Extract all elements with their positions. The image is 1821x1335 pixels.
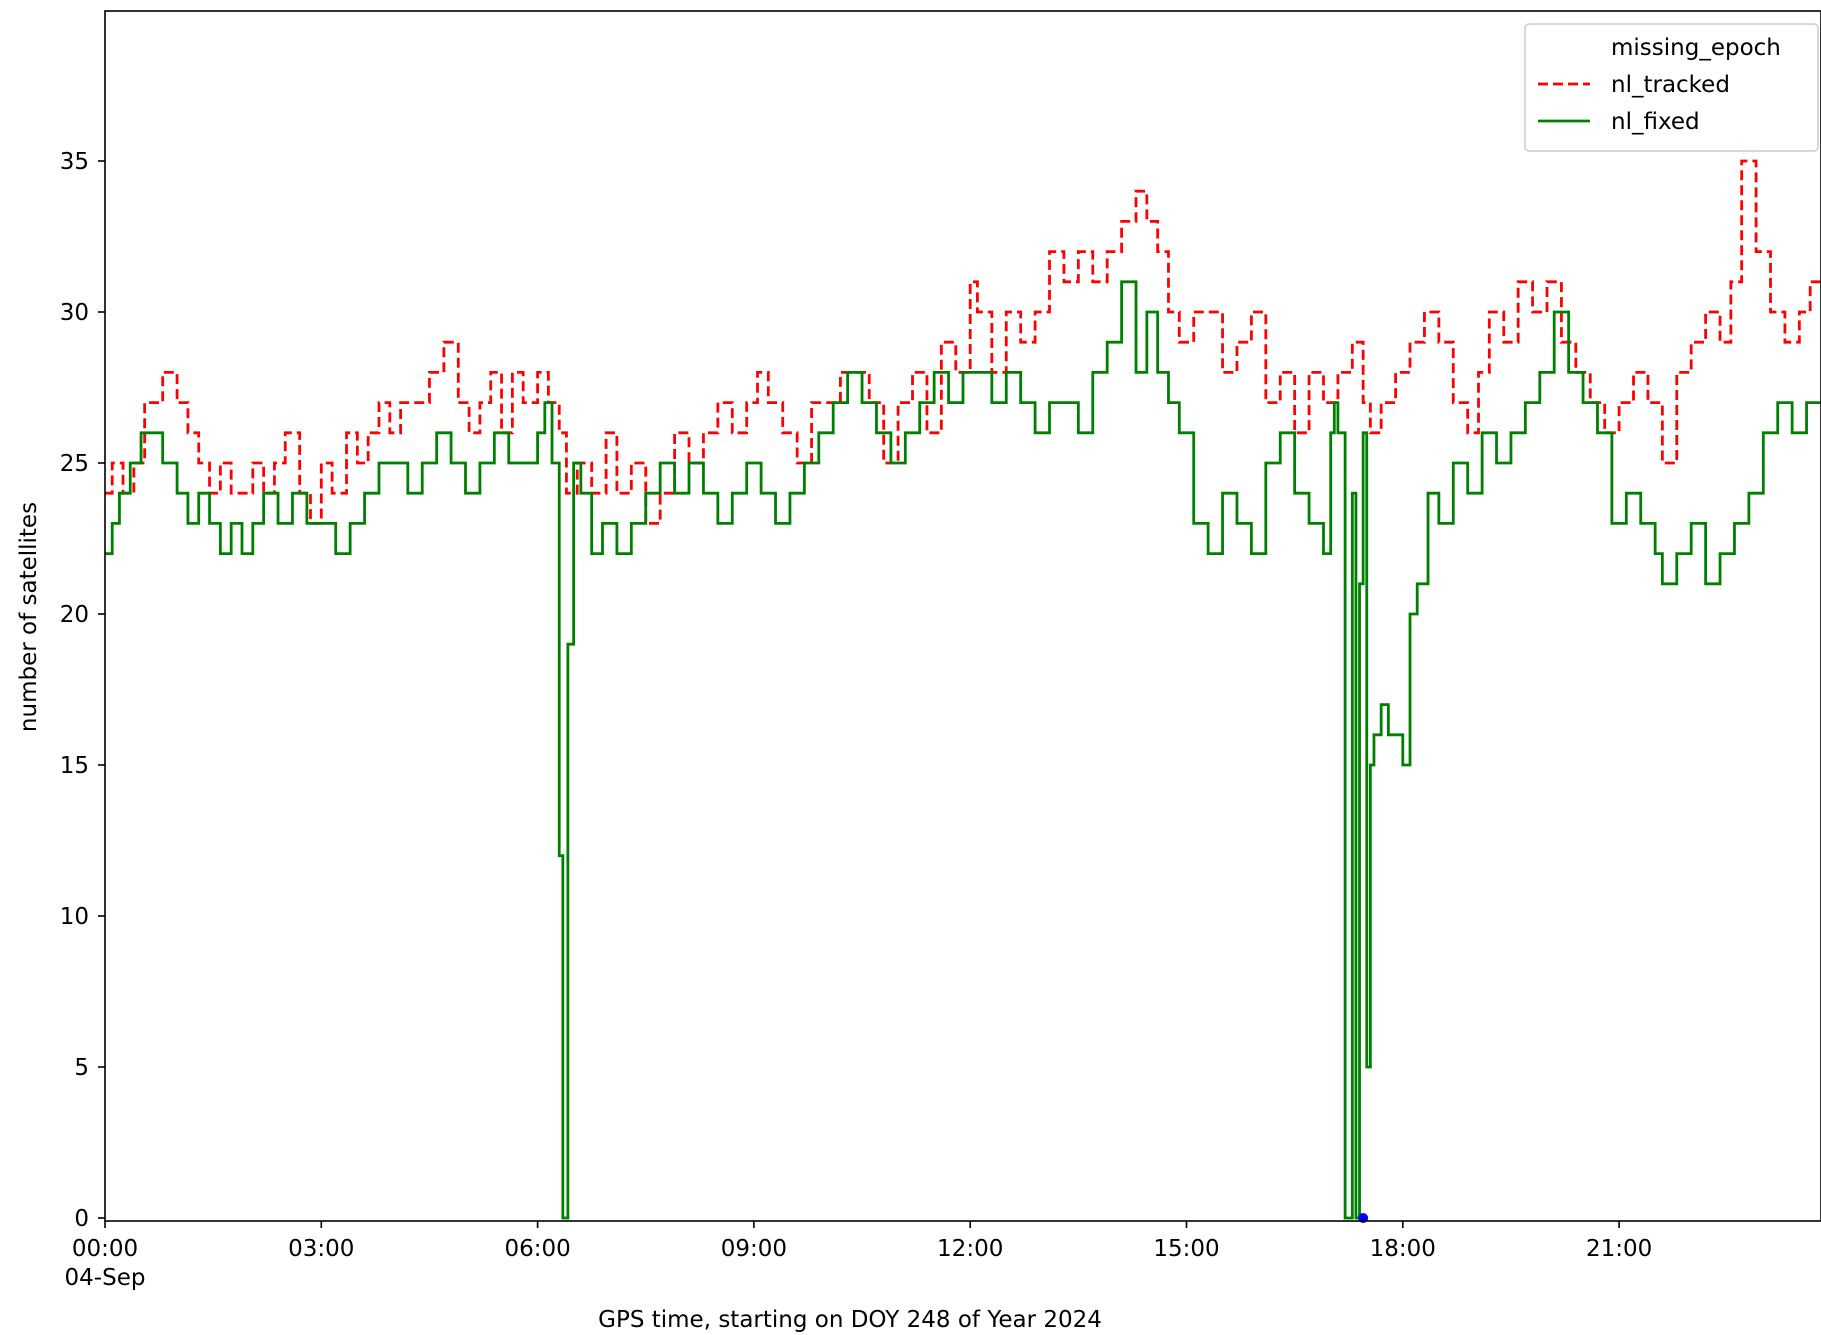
legend-label: nl_fixed [1611,109,1700,135]
y-tick-label: 10 [60,904,89,930]
y-tick-label: 30 [60,300,89,326]
y-tick-label: 20 [60,602,89,628]
legend-label: missing_epoch [1611,35,1781,61]
x-tick-label: 00:00 [72,1236,138,1262]
x-tick-label: 06:00 [504,1236,570,1262]
x-axis-label: GPS time, starting on DOY 248 of Year 20… [598,1307,1102,1333]
y-axis-label: number of satellites [16,502,42,732]
series-line-nl-tracked [105,159,1821,525]
y-axis: 0 5 10 15 20 25 30 35 [60,149,105,1232]
y-tick-label: 5 [74,1055,89,1081]
x-tick-sublabel: 04-Sep [65,1265,146,1291]
x-tick-label: 03:00 [288,1236,354,1262]
series-line-nl-fixed [105,280,1821,1220]
y-tick-label: 35 [60,149,89,175]
x-tick-label: 09:00 [721,1236,787,1262]
y-tick-label: 15 [60,753,89,779]
plot-lines [105,159,1821,1220]
x-tick-label: 12:00 [937,1236,1003,1262]
legend-label: nl_tracked [1611,72,1730,98]
x-axis: 00:00 04-Sep 03:00 06:00 09:00 12:00 15:00 18:0… [65,1221,1652,1291]
x-tick-label: 21:00 [1586,1236,1652,1262]
plot-frame [104,10,1821,1222]
x-tick-label: 18:00 [1370,1236,1436,1262]
legend: missing_epoch nl_tracked nl_fixed [1524,23,1819,152]
y-tick-label: 25 [60,451,89,477]
legend-box [1524,23,1819,152]
y-tick-label: 0 [74,1206,89,1232]
x-tick-label: 15:00 [1153,1236,1219,1262]
